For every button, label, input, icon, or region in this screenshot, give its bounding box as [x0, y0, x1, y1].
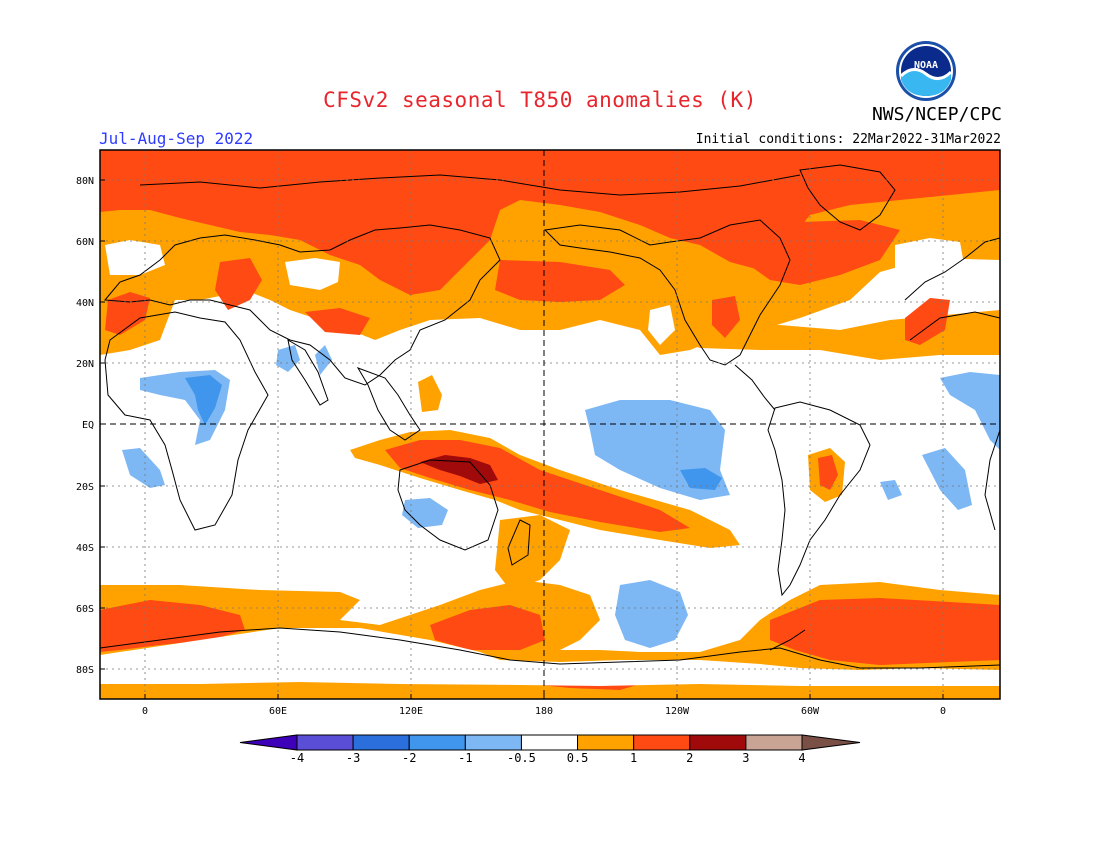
coast-newzealand — [507, 519, 531, 566]
coast-samerica — [767, 401, 871, 597]
map-title: CFSv2 seasonal T850 anomalies (K) — [0, 88, 1100, 112]
anomaly-shading — [100, 150, 1000, 699]
anomaly-wpac-orange — [418, 375, 442, 412]
anomaly-neutral-asia — [285, 258, 340, 290]
colorbar-label: -2 — [402, 751, 416, 765]
agency-label: NWS/NCEP/CPC — [871, 104, 1002, 125]
svg-text:NOAA: NOAA — [914, 60, 938, 71]
coast-africa-right — [909, 311, 1000, 341]
coast-greenland — [799, 164, 896, 231]
coast-seasia — [356, 367, 421, 441]
colorbar-label: 3 — [742, 751, 749, 765]
anomaly-antarctic-neutral — [100, 628, 1000, 686]
coast-africa-right-2 — [984, 429, 1000, 531]
colorbar-label: 4 — [798, 751, 805, 765]
lon-label: 120W — [665, 706, 690, 717]
initial-conditions-label: Initial conditions: 22Mar2022-31Mar2022 — [695, 132, 1001, 147]
anomaly-india-lightblue — [276, 345, 300, 372]
anomaly-austr-lightblue — [402, 498, 448, 528]
noaa-logo: NOAA — [896, 41, 956, 101]
anomaly-med-red-2 — [905, 298, 950, 345]
anomaly-usa-red — [712, 296, 740, 338]
anomaly-neutral-europe — [105, 240, 165, 275]
colorbar-segment — [520, 734, 579, 751]
colorbar-arrow-low — [239, 734, 298, 751]
colorbar-segment — [745, 734, 803, 751]
anomaly-atl-lightblue-2 — [922, 448, 972, 510]
colorbar-label: -0.5 — [507, 751, 536, 765]
lon-label: 0 — [940, 706, 946, 717]
colorbar-segment — [689, 734, 747, 751]
colorbar: -4 -3 -2 -1 -0.5 0.5 1 2 3 4 — [239, 734, 861, 765]
anomaly-samerica-red — [818, 455, 838, 490]
anomaly-neutral-europe-2 — [895, 238, 965, 280]
map-title-text: CFSv2 seasonal T850 anomalies (K) — [323, 88, 757, 112]
longitude-labels: 0 60E 120E 180 120W 60W 0 — [142, 694, 946, 717]
lat-label: 80S — [76, 665, 94, 676]
colorbar-label: -4 — [290, 751, 304, 765]
lat-label: 40S — [76, 543, 94, 554]
colorbar-label: -3 — [346, 751, 360, 765]
anomaly-npac-red — [495, 260, 625, 302]
anomaly-canada-red — [730, 220, 900, 285]
anomaly-med-red — [105, 292, 150, 335]
colorbar-segment — [577, 734, 635, 751]
anomaly-atl-lightblue — [940, 372, 1000, 450]
lat-label: EQ — [82, 420, 94, 431]
colorbar-segment — [352, 734, 410, 751]
lon-label: 120E — [399, 706, 423, 717]
anomaly-china-red — [305, 308, 370, 335]
season-label: Jul-Aug-Sep 2022 — [99, 129, 254, 148]
colorbar-segment — [633, 734, 691, 751]
colorbar-label: 1 — [630, 751, 637, 765]
anomaly-arctic-red — [100, 150, 1000, 295]
anomaly-asia-red — [215, 258, 262, 310]
coast-namerica — [543, 219, 791, 366]
coast-africa — [104, 311, 269, 531]
anomaly-southern-red-3 — [770, 598, 1000, 665]
anomaly-southern-red-2 — [430, 605, 545, 650]
anomaly-epac-blue — [680, 468, 722, 490]
coast-india — [287, 339, 329, 406]
coastlines — [100, 164, 1000, 669]
anomaly-spac-darkred — [420, 455, 498, 484]
lon-label: 0 — [142, 706, 148, 717]
coast-europe-right — [904, 237, 1000, 301]
lat-label: 80N — [76, 176, 94, 187]
coast-centralamerica — [734, 364, 776, 411]
colorbar-label: -1 — [458, 751, 472, 765]
colorbar-label: 2 — [686, 751, 693, 765]
lat-label: 60N — [76, 237, 94, 248]
lon-label: 60W — [801, 706, 820, 717]
colorbar-segment — [408, 734, 466, 751]
anomaly-neutral-npac — [648, 305, 675, 345]
colorbar-segment — [464, 734, 522, 751]
anomaly-ind-lightblue — [880, 480, 902, 500]
lon-label: 180 — [535, 706, 553, 717]
lon-label: 60E — [269, 706, 287, 717]
colorbar-label: 0.5 — [567, 751, 589, 765]
latitude-labels: 80N 60N 40N 20N EQ 20S 40S 60S 80S — [76, 176, 105, 676]
lat-label: 60S — [76, 604, 94, 615]
coast-antarctica — [100, 627, 1000, 669]
coast-australia — [397, 459, 499, 551]
anomaly-africa-lightblue — [122, 448, 165, 488]
lat-label: 40N — [76, 298, 94, 309]
gridlines — [100, 150, 1000, 699]
colorbar-arrow-high — [801, 734, 861, 751]
lat-label: 20N — [76, 359, 94, 370]
coast-antarctic-peninsula — [769, 629, 806, 651]
coast-arctic — [139, 174, 801, 196]
anomaly-southpac-lightblue — [615, 580, 688, 648]
anomaly-sahel-blue — [185, 375, 222, 425]
lat-label: 20S — [76, 482, 94, 493]
colorbar-segment — [296, 734, 354, 751]
coast-europe — [103, 224, 501, 386]
